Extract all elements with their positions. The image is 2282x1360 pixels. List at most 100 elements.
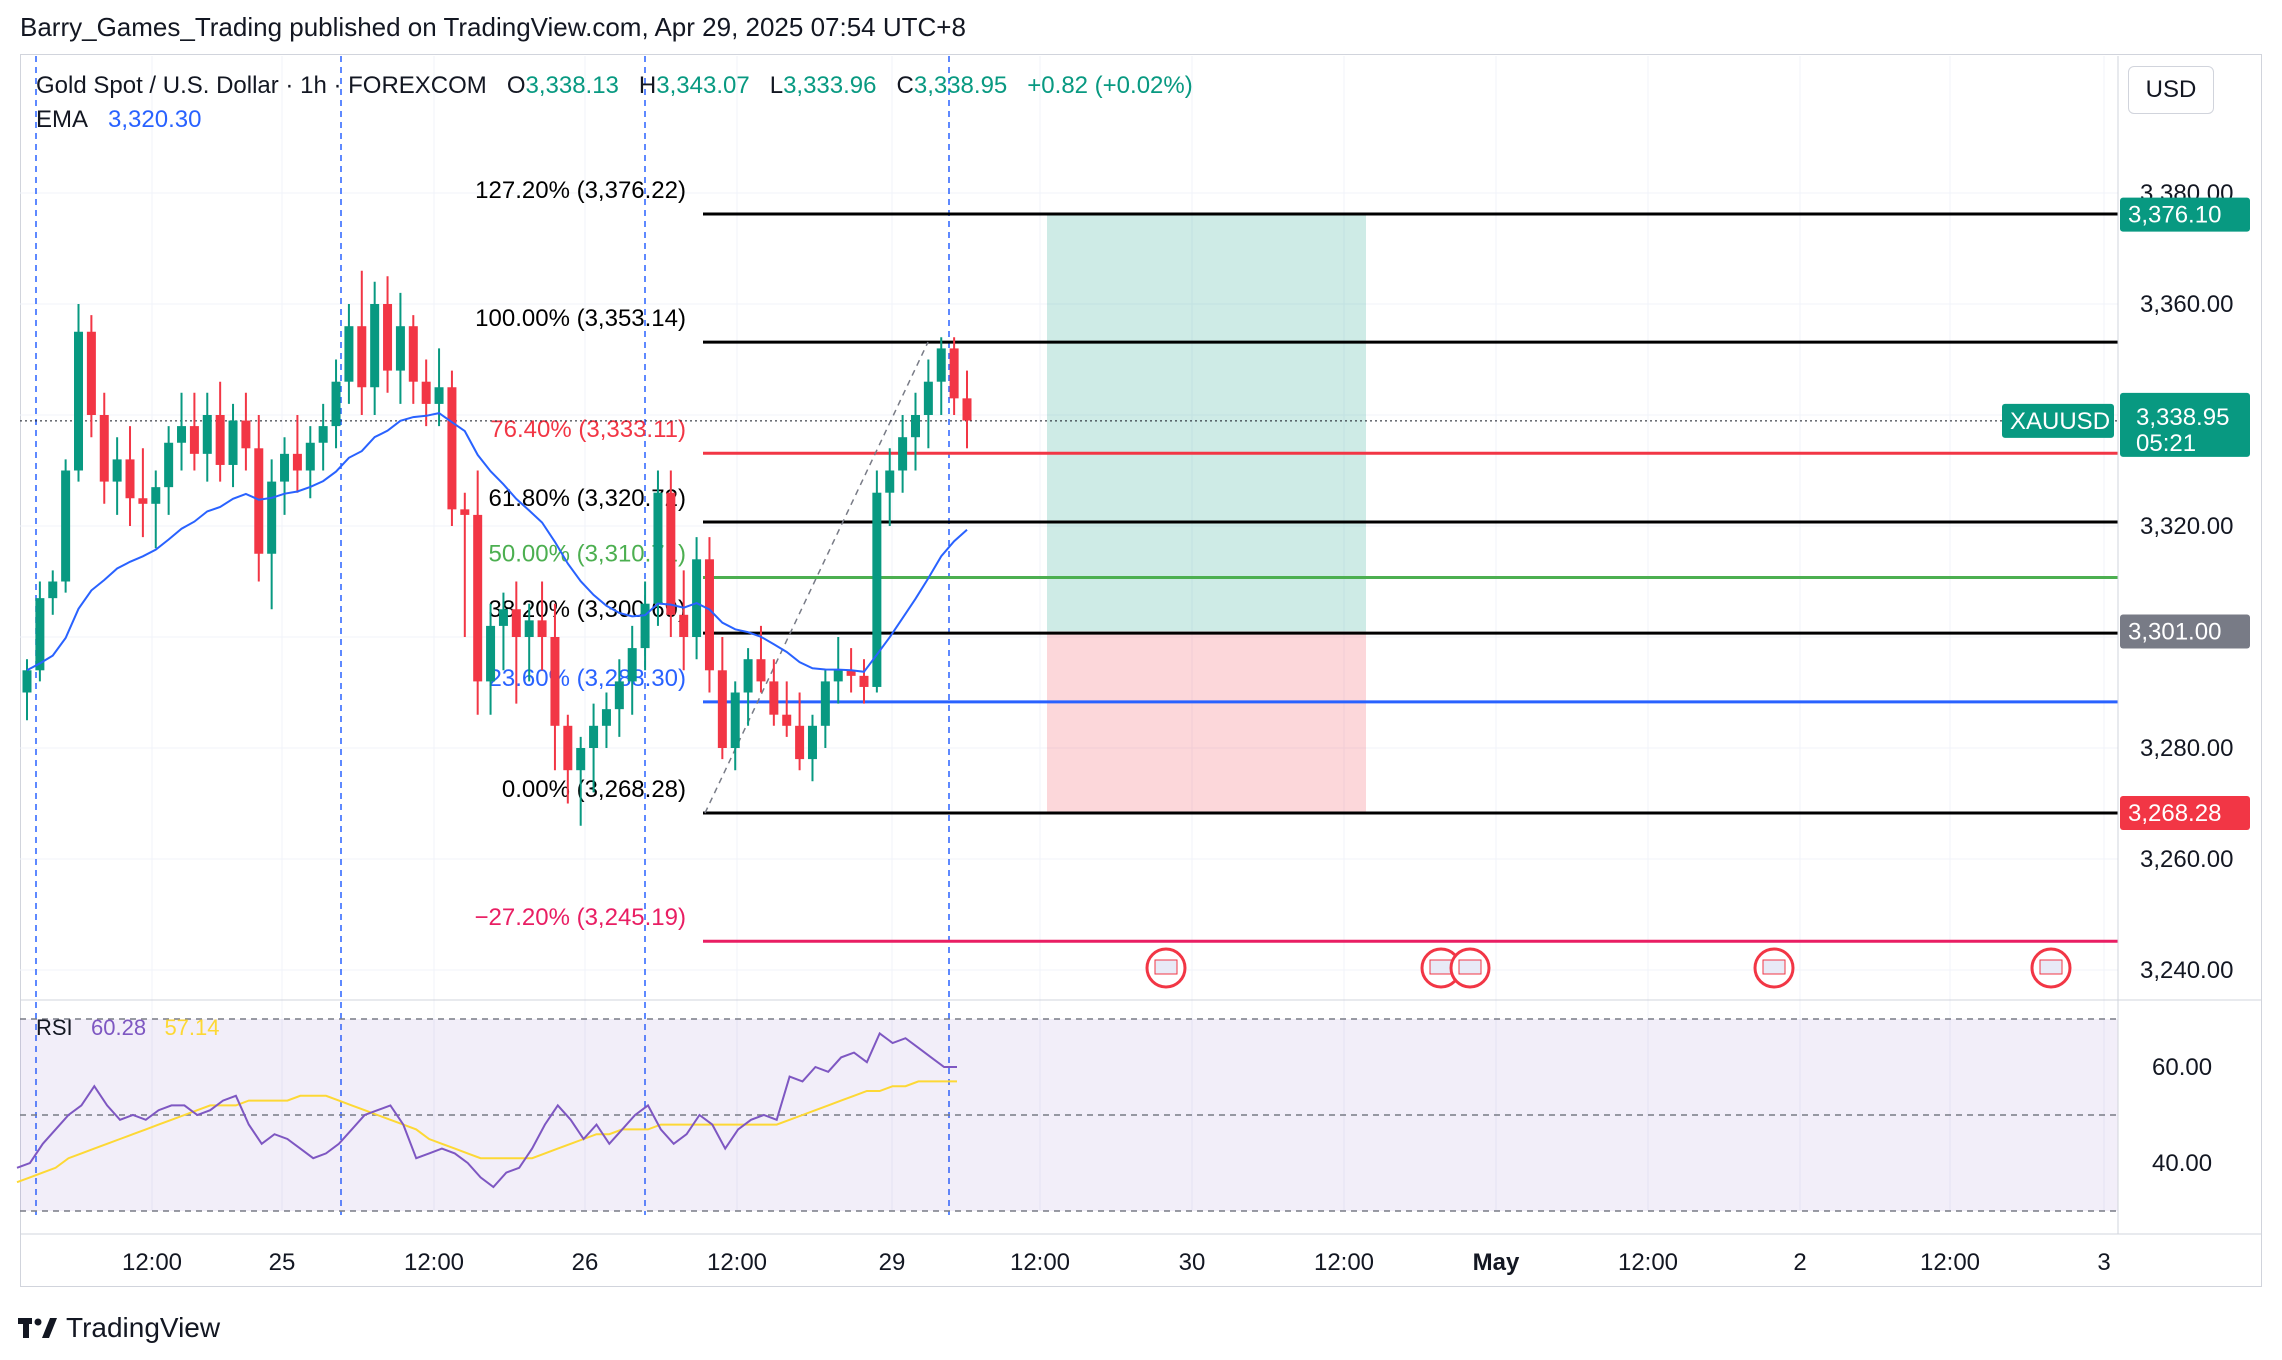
candle-body [61,470,71,582]
time-tick-label: 12:00 [1618,1249,1678,1276]
time-tick-label: May [1473,1249,1520,1276]
candle-body [473,514,483,682]
target-price-tag-bg [2120,197,2250,232]
candle-body [215,415,225,465]
candle-body [164,442,174,488]
high-label: H [638,72,657,99]
price-tick-label: 3,280.00 [2140,735,2233,762]
flag-icon [1154,959,1178,975]
candle-body [202,415,212,454]
ema-label: EMA [36,106,89,133]
brand-name: TradingView [66,1312,221,1343]
price-tick-label: 3,320.00 [2140,513,2233,540]
flag-icon [1458,959,1482,975]
rsi-ma-line [16,1080,957,1184]
candle-body [692,559,702,637]
candle-body [48,581,58,599]
candle-body [189,426,199,454]
candle-body [640,603,650,649]
candle-body [305,442,315,471]
candle-body [537,620,547,637]
stop-price-tag-bg [2120,796,2250,831]
candle-body [885,470,895,493]
candle-body [923,381,933,415]
candle-body [717,670,727,748]
candle-body [151,487,161,504]
candle-body [447,387,457,510]
time-tick-label: 3 [2097,1249,2110,1276]
candle-body [795,725,805,760]
candle-body [177,426,187,443]
publish-header: Barry_Games_Trading published on Trading… [0,0,2282,54]
candle-body [898,437,908,471]
candle-body [550,637,560,726]
ema-line [26,412,968,673]
candle-body [524,620,534,637]
time-tick-label: 26 [572,1249,599,1276]
close-label: C [896,72,914,99]
candle-body [292,453,302,471]
ema-value: 3,320.30 [108,106,202,133]
time-tick-label: 2 [1793,1249,1806,1276]
close-value: 3,338.95 [913,72,1008,99]
rsi-label: RSI [36,1015,73,1040]
candle-body [460,509,470,515]
time-tick-label: 12:00 [707,1249,767,1276]
fib-level-label: 61.80% (3,320.72) [489,485,686,512]
candle-body [949,348,959,399]
candle-body [395,326,405,371]
candle-body [756,659,766,682]
countdown-tag: 05:21 [2136,430,2196,457]
candle-body [589,725,599,748]
time-tick-label: 29 [879,1249,906,1276]
candle-body [782,714,792,726]
candle-body [112,459,122,482]
candle-body [962,398,972,421]
candle-body [254,448,264,554]
rsi-tick-label: 40.00 [2152,1150,2212,1177]
candle-body [22,670,32,693]
time-tick-label: 12:00 [1920,1249,1980,1276]
entry-price-tag-bg [2120,614,2250,649]
candle-body [99,415,109,482]
open-label: O [506,72,526,99]
tradingview-footer: TradingView [18,1308,220,1348]
candle-body [434,387,444,404]
candle-body [241,420,251,449]
candle-body [408,326,418,382]
candle-body [331,381,341,427]
candle-body [627,648,637,682]
time-tick-label: 12:00 [404,1249,464,1276]
candle-body [486,625,496,682]
low-value: 3,333.96 [783,72,877,99]
candle-body [228,420,238,465]
rsi-line [16,1031,957,1189]
candle-body [86,331,96,415]
candle-body [653,492,663,604]
candle-body [383,304,393,371]
candle-body [666,492,676,615]
fib-level-label: 50.00% (3,310.71) [489,541,686,568]
chart-frame[interactable] [20,54,2262,1287]
flag-icon [1429,959,1453,975]
currency-button[interactable]: USD [2128,66,2214,114]
rsi-legend: RSI 60.28 57.14 [36,1015,220,1041]
candle-body [576,748,586,771]
candle-body [280,453,290,482]
candle-body [807,725,817,760]
candle-body [344,326,354,382]
time-tick-label: 30 [1179,1249,1206,1276]
candle-body [614,681,624,710]
tradingview-logo-icon [18,1318,57,1338]
time-tick-label: 12:00 [122,1249,182,1276]
symbol-label: Gold Spot / U.S. Dollar · 1h · FOREXCOM [36,72,487,99]
rsi-value: 60.28 [91,1015,147,1040]
candle-body [35,598,45,671]
candle-body [846,670,856,676]
candle-body [910,415,920,438]
change-value: +0.82 (+0.02%) [1027,72,1193,99]
candle-body [498,609,508,626]
candle-body [511,609,521,637]
ohlc-legend: Gold Spot / U.S. Dollar · 1h · FOREXCOM … [36,72,1193,100]
